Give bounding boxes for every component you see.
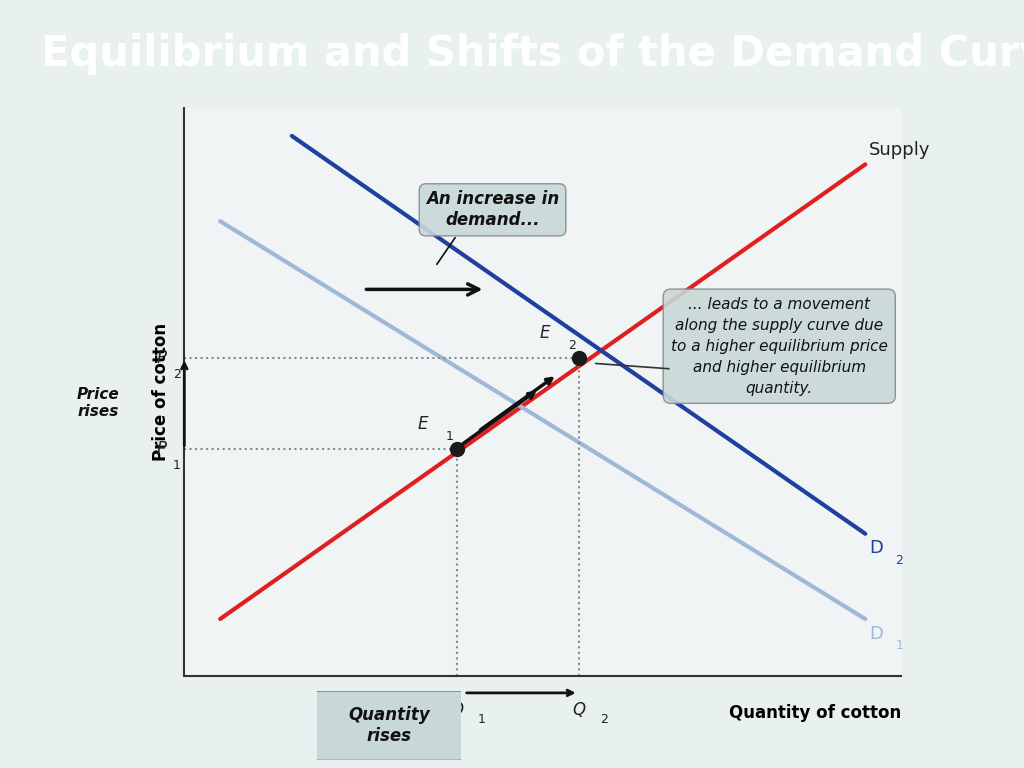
Text: 2: 2 bbox=[567, 339, 575, 352]
Text: D: D bbox=[868, 624, 883, 643]
Text: Supply: Supply bbox=[868, 141, 931, 159]
Text: 2: 2 bbox=[895, 554, 903, 567]
Text: E: E bbox=[539, 323, 550, 342]
Text: 1: 1 bbox=[173, 459, 180, 472]
Text: P: P bbox=[157, 349, 166, 366]
FancyBboxPatch shape bbox=[313, 691, 465, 760]
Text: Q: Q bbox=[451, 701, 463, 720]
Y-axis label: Price of cotton: Price of cotton bbox=[153, 323, 170, 461]
Text: Equilibrium and Shifts of the Demand Curve: Equilibrium and Shifts of the Demand Cur… bbox=[41, 33, 1024, 74]
Text: 1: 1 bbox=[478, 713, 485, 726]
Text: Q: Q bbox=[572, 701, 585, 720]
Text: P: P bbox=[157, 439, 166, 458]
Text: Quantity
rises: Quantity rises bbox=[348, 707, 430, 745]
Text: An increase in
demand...: An increase in demand... bbox=[426, 190, 559, 229]
Text: 2: 2 bbox=[173, 368, 180, 381]
Text: 2: 2 bbox=[600, 713, 607, 726]
Text: D: D bbox=[868, 539, 883, 558]
Text: 1: 1 bbox=[445, 430, 454, 443]
Text: E: E bbox=[418, 415, 428, 432]
Text: ... leads to a movement
along the supply curve due
to a higher equilibrium price: ... leads to a movement along the supply… bbox=[671, 296, 888, 396]
Text: 1: 1 bbox=[895, 639, 903, 652]
Text: Price
rises: Price rises bbox=[77, 387, 120, 419]
X-axis label: Quantity of cotton: Quantity of cotton bbox=[729, 704, 901, 722]
